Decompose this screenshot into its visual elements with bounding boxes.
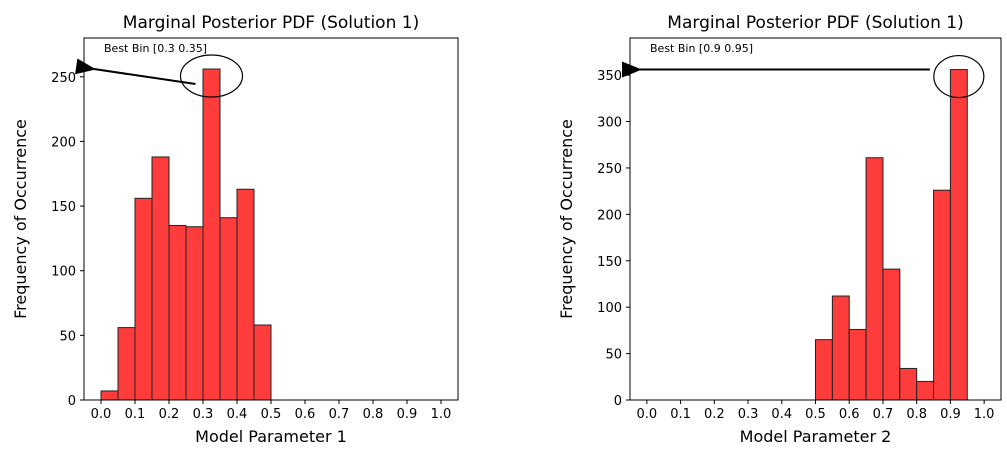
chart-title: Marginal Posterior PDF (Solution 1) [123, 13, 419, 33]
bar [168, 224, 187, 401]
bar [865, 157, 884, 401]
bar [219, 217, 238, 401]
bar [815, 339, 833, 401]
bar [949, 69, 968, 401]
chart-parameter-2: 0.0 0.1 0.2 0.3 0.4 0.5 0.6 0.7 0.8 0.9 1.0 0 50 100 1… [557, 13, 1002, 446]
y-tick-label: 50 [59, 329, 76, 344]
y-tick-label: 200 [51, 135, 76, 150]
x-tick-label: 0.0 [91, 407, 112, 422]
x-tick-label: 0.6 [839, 407, 860, 422]
best-bin-annotation: Best Bin [0.9 0.95] [650, 42, 753, 55]
y-tick-label: 0 [68, 394, 76, 409]
bar [202, 68, 221, 401]
y-tick-label: 0 [614, 394, 622, 409]
x-tick-label: 0.2 [159, 407, 180, 422]
y-tick-label: 100 [51, 265, 76, 280]
x-tick-label: 0.5 [261, 407, 282, 422]
y-tick-label: 350 [597, 69, 622, 84]
best-bin-highlight [933, 54, 985, 99]
x-tick-label: 0.2 [704, 407, 725, 422]
x-tick-label: 0.1 [670, 407, 691, 422]
x-tick-label: 1.0 [431, 407, 452, 422]
bar [831, 295, 850, 401]
y-tick-label: 300 [597, 116, 622, 131]
y-axis-label: Frequency of Occurrence [557, 119, 576, 319]
bar [933, 189, 951, 401]
x-tick-label: 0.7 [329, 407, 350, 422]
bar [253, 324, 272, 401]
x-tick-label: 0.7 [873, 407, 894, 422]
x-tick-label: 0.8 [906, 407, 927, 422]
y-tick-label: 250 [597, 162, 622, 177]
x-tick-label: 1.0 [974, 407, 995, 422]
bar [151, 156, 170, 401]
x-tick-label: 0.6 [295, 407, 316, 422]
chart-title: Marginal Posterior PDF (Solution 1) [667, 13, 963, 33]
y-tick-label: 100 [597, 301, 622, 316]
y-tick-label: 250 [51, 71, 76, 86]
bar [882, 268, 901, 401]
x-axis-label: Model Parameter 2 [740, 427, 892, 446]
bar [117, 327, 136, 401]
bar [848, 328, 867, 401]
y-tick-label: 50 [605, 348, 622, 363]
x-tick-label: 0.3 [738, 407, 759, 422]
bar [236, 188, 255, 401]
bar [185, 226, 204, 401]
best-bin-annotation: Best Bin [0.3 0.35] [104, 42, 207, 55]
bar [916, 380, 935, 401]
x-tick-label: 0.3 [193, 407, 214, 422]
bar [134, 197, 153, 401]
x-tick-label: 0.9 [397, 407, 418, 422]
bar [100, 390, 119, 401]
x-tick-label: 0.5 [805, 407, 826, 422]
y-axis-label: Frequency of Occurrence [11, 119, 30, 319]
x-tick-label: 0.1 [125, 407, 146, 422]
best-bin-highlight [179, 54, 244, 98]
x-tick-label: 0.0 [637, 407, 658, 422]
bar [899, 367, 918, 401]
arrow-to-axis [75, 58, 196, 86]
x-tick-label: 0.4 [227, 407, 248, 422]
y-tick-label: 150 [51, 200, 76, 215]
x-tick-label: 0.4 [771, 407, 792, 422]
x-tick-label: 0.8 [363, 407, 384, 422]
x-tick-label: 0.9 [940, 407, 961, 422]
x-axis-label: Model Parameter 1 [195, 427, 347, 446]
chart-parameter-1: 0.0 0.1 0.2 0.3 0.4 0.5 0.6 0.7 0.8 0.9 1.0 0 50 100 1… [11, 13, 459, 446]
y-tick-label: 150 [597, 255, 622, 270]
y-tick-label: 200 [597, 208, 622, 223]
